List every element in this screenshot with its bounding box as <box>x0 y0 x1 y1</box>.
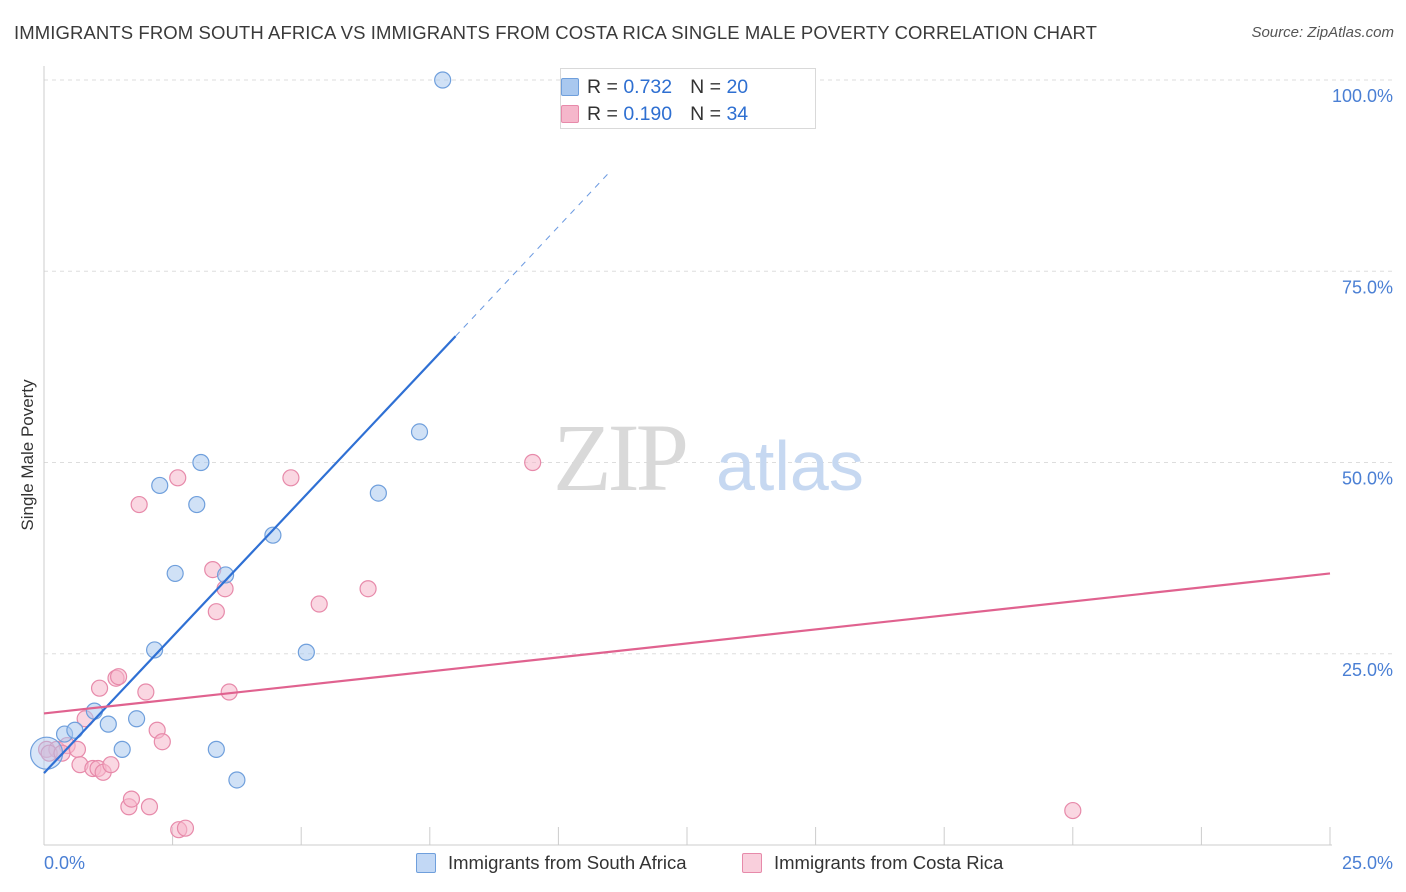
axes <box>43 66 1332 846</box>
watermark: ZIP atlas <box>553 404 864 511</box>
legend-n-label: N = <box>690 102 727 125</box>
legend-item-costa-rica: Immigrants from Costa Rica <box>742 852 1003 874</box>
south-africa-point <box>192 453 210 472</box>
costa-rica-point <box>109 668 128 686</box>
costa-rica-point <box>102 756 120 774</box>
y-tick-label: 100.0% <box>1332 86 1393 106</box>
south-africa-point <box>188 495 206 514</box>
y-tick-label: 25.0% <box>1342 660 1393 680</box>
costa-rica-point <box>137 683 155 701</box>
y-tick-label: 75.0% <box>1342 277 1393 297</box>
tick-labels: 25.0% 50.0% 75.0% 100.0% 0.0% 25.0% <box>44 86 1393 873</box>
trend-lines <box>43 171 1331 774</box>
south-africa-point <box>264 526 282 544</box>
gridlines <box>44 79 1392 655</box>
south-africa-point <box>145 641 164 659</box>
costa-rica-point <box>140 798 159 816</box>
costa-rica-point <box>153 733 171 751</box>
costa-rica-point <box>524 453 542 472</box>
legend-label-south-africa: Immigrants from South Africa <box>448 852 687 873</box>
south-africa-trend-extension <box>455 171 611 337</box>
legend-label-costa-rica: Immigrants from Costa Rica <box>774 852 1004 873</box>
legend-row-south-africa: R = 0.732 N = 20 <box>561 75 749 99</box>
south-africa-point <box>99 715 117 733</box>
legend-n-value: 34 <box>726 102 749 125</box>
legend-n-value: 20 <box>726 75 749 98</box>
legend-r-value: 0.732 <box>623 75 673 98</box>
south-africa-point <box>228 771 246 789</box>
costa-rica-trend-line <box>43 572 1331 715</box>
legend-swatch-pink <box>561 105 579 123</box>
legend-item-south-africa: Immigrants from South Africa <box>416 852 687 874</box>
south-africa-point <box>29 736 64 770</box>
south-africa-point <box>297 643 315 661</box>
south-africa-point <box>85 702 104 720</box>
costa-rica-point <box>282 469 300 487</box>
legend-swatch-blue <box>561 78 579 96</box>
costa-rica-point <box>90 679 109 697</box>
correlation-legend: R = 0.732 N = 20 R = 0.190 N = 34 <box>560 68 816 129</box>
south-africa-point <box>207 740 225 758</box>
legend-r-label: R = <box>587 102 624 125</box>
x-tick-label: 25.0% <box>1342 853 1393 873</box>
south-africa-point <box>434 71 452 89</box>
legend-r-value: 0.190 <box>623 102 673 125</box>
south-africa-trend-line <box>43 335 457 774</box>
south-africa-point <box>151 476 169 495</box>
south-africa-point <box>113 740 131 758</box>
south-africa-point <box>410 423 429 441</box>
south-africa-point <box>166 564 184 583</box>
south-africa-point <box>216 566 235 584</box>
legend-swatch-pink <box>742 853 762 873</box>
legend-row-costa-rica: R = 0.190 N = 34 <box>561 102 749 126</box>
costa-rica-point <box>310 595 328 613</box>
chart-title: IMMIGRANTS FROM SOUTH AFRICA VS IMMIGRAN… <box>14 22 1098 43</box>
watermark-atlas: atlas <box>716 427 864 505</box>
costa-rica-point <box>176 819 195 837</box>
y-tick-label: 50.0% <box>1342 469 1393 489</box>
watermark-zip: ZIP <box>553 404 686 511</box>
legend-r-label: R = <box>587 75 624 98</box>
legend-swatch-blue <box>416 853 436 873</box>
south-africa-points <box>29 71 452 789</box>
costa-rica-point <box>122 790 141 808</box>
costa-rica-point <box>1064 801 1082 820</box>
costa-rica-point <box>207 603 225 621</box>
costa-rica-point <box>359 580 377 598</box>
south-africa-point <box>127 710 146 728</box>
legend-n-label: N = <box>690 75 727 98</box>
series-legend: Immigrants from South Africa Immigrants … <box>0 852 1406 878</box>
x-tick-label: 0.0% <box>44 853 85 873</box>
costa-rica-point <box>130 495 148 514</box>
source-label: Source: ZipAtlas.com <box>1251 24 1394 41</box>
costa-rica-point <box>169 469 187 487</box>
south-africa-point <box>369 484 387 502</box>
